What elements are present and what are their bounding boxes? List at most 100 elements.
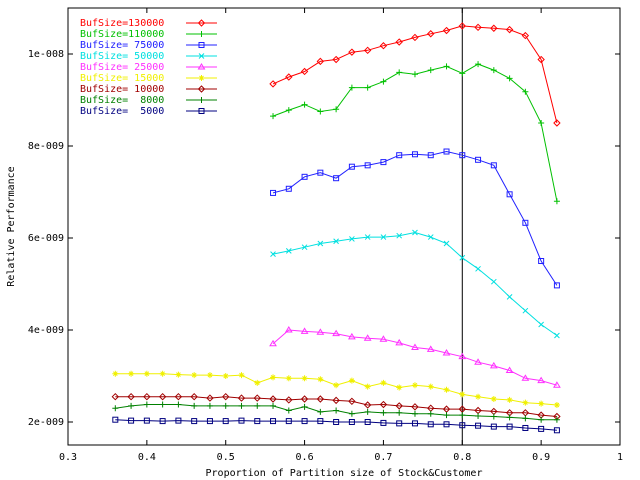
- data-point: [300, 395, 309, 403]
- data-point: [538, 400, 545, 407]
- y-tick-label: 4e-009: [28, 325, 64, 336]
- data-point: [222, 392, 230, 401]
- data-point: [411, 71, 418, 78]
- data-point: [237, 394, 246, 402]
- data-point: [112, 370, 119, 377]
- data-point: [143, 401, 150, 408]
- data-point: [284, 326, 293, 333]
- data-point: [238, 417, 245, 424]
- data-point: [379, 400, 388, 409]
- data-point: [490, 67, 497, 74]
- data-point: [553, 401, 560, 408]
- data-point: [554, 332, 560, 339]
- data-point: [285, 407, 292, 414]
- data-point: [316, 57, 325, 66]
- data-point: [506, 75, 513, 82]
- data-point: [364, 383, 371, 390]
- data-point: [411, 33, 419, 42]
- data-point: [301, 403, 308, 410]
- series-line: [272, 150, 558, 286]
- data-point: [538, 120, 545, 126]
- x-tick-label: 0.7: [374, 452, 392, 463]
- data-point: [396, 232, 403, 239]
- x-axis: 0.3 0.4 0.5 0.6 0.7 0.8 0.9 1: [59, 8, 623, 463]
- series-7: [111, 392, 561, 421]
- data-point: [426, 345, 435, 352]
- series-line: [272, 329, 558, 386]
- data-point: [427, 30, 435, 38]
- data-point: [442, 349, 451, 356]
- data-point: [538, 425, 545, 432]
- series-line: [115, 419, 557, 431]
- y-axis-title: Relative Performance: [6, 166, 17, 286]
- data-point: [285, 185, 292, 192]
- data-point: [285, 418, 292, 425]
- data-point: [427, 152, 434, 159]
- data-point: [316, 328, 325, 335]
- data-point: [301, 244, 308, 251]
- data-point: [411, 343, 419, 350]
- data-point: [364, 419, 371, 425]
- data-point: [522, 415, 529, 422]
- data-point: [285, 73, 293, 81]
- x-tick-label: 1: [617, 452, 623, 463]
- data-point: [333, 419, 340, 425]
- x-tick-label: 0.4: [138, 452, 156, 463]
- data-point: [128, 417, 135, 424]
- data-point: [238, 372, 245, 379]
- data-point: [363, 334, 372, 341]
- data-point: [395, 338, 404, 346]
- data-point: [364, 408, 371, 415]
- legend-label: BufSize= 50000: [80, 51, 164, 62]
- data-point: [442, 26, 451, 35]
- data-point: [206, 418, 213, 425]
- data-point: [348, 163, 355, 170]
- data-point: [254, 418, 261, 425]
- data-point: [300, 327, 309, 334]
- data-point: [553, 282, 560, 289]
- legend-swatch-marker: [198, 108, 205, 114]
- data-point: [206, 402, 213, 409]
- data-point: [522, 88, 529, 95]
- data-point: [396, 69, 403, 76]
- data-point: [128, 402, 135, 409]
- series-line: [115, 396, 557, 417]
- data-point: [427, 410, 434, 417]
- data-point: [333, 175, 340, 182]
- data-point: [143, 392, 151, 401]
- series-6: [112, 370, 560, 408]
- data-point: [411, 403, 419, 411]
- data-point: [127, 392, 135, 401]
- data-point: [159, 401, 166, 408]
- series-8: [112, 401, 560, 423]
- data-point: [443, 421, 450, 428]
- legend-label: BufSize= 10000: [80, 84, 164, 95]
- data-point: [427, 234, 434, 240]
- data-point: [427, 421, 434, 428]
- data-point: [553, 381, 561, 388]
- data-point: [191, 372, 198, 379]
- data-point: [159, 418, 166, 425]
- data-point: [395, 38, 403, 46]
- data-point: [333, 238, 339, 245]
- series-9: [112, 416, 560, 434]
- legend-swatch-marker: [197, 19, 206, 27]
- data-point: [490, 162, 497, 169]
- data-point: [396, 384, 403, 391]
- data-point: [190, 392, 198, 401]
- data-point: [270, 251, 276, 257]
- series-4: [270, 229, 560, 339]
- data-point: [396, 152, 403, 159]
- data-point: [222, 373, 229, 379]
- data-point: [317, 408, 324, 415]
- data-point: [285, 375, 292, 382]
- data-point: [553, 119, 561, 127]
- data-point: [363, 401, 372, 409]
- data-point: [474, 358, 482, 365]
- data-point: [474, 23, 482, 32]
- data-point: [411, 410, 418, 417]
- data-point: [112, 416, 119, 423]
- series-group: [111, 22, 561, 434]
- y-axis: 2e-009 4e-009 6e-009 8e-009 1e-008: [28, 49, 620, 428]
